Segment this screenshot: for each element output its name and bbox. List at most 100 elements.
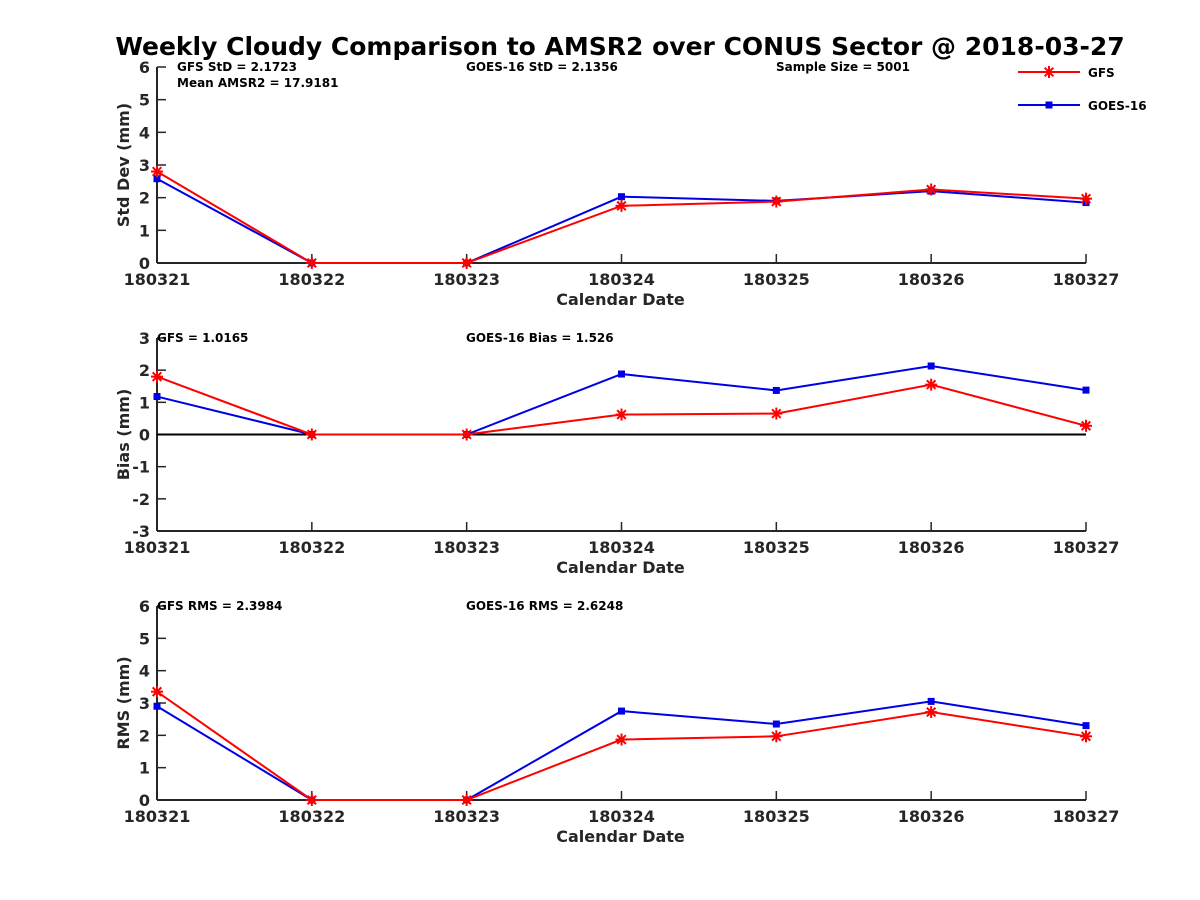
x-tick-label: 180327 xyxy=(1053,538,1120,557)
point-gfs xyxy=(151,685,163,698)
annotation-goes16: GOES-16 RMS = 2.6248 xyxy=(466,599,623,613)
x-axis-label: Calendar Date xyxy=(556,558,685,577)
y-tick-label: 2 xyxy=(139,361,150,380)
legend-item-goes16: GOES-16 xyxy=(1018,99,1147,113)
annotation-goes16: GOES-16 Bias = 1.526 xyxy=(466,331,614,345)
y-tick-label: 3 xyxy=(139,329,150,348)
series-goes16 xyxy=(153,362,1090,438)
point-gfs xyxy=(305,428,318,441)
x-tick-label: 180321 xyxy=(124,807,191,826)
x-tick-label: 180323 xyxy=(433,270,500,289)
point-gfs xyxy=(770,407,783,420)
x-tick-label: 180325 xyxy=(743,270,810,289)
point-gfs xyxy=(925,706,938,719)
x-tick-label: 180327 xyxy=(1053,270,1120,289)
x-tick-label: 180321 xyxy=(124,538,191,557)
x-tick-label: 180323 xyxy=(433,538,500,557)
point-gfs xyxy=(1080,730,1092,743)
point-gfs xyxy=(925,378,938,391)
y-tick-label: 5 xyxy=(139,629,150,648)
x-tick-label: 180322 xyxy=(278,538,345,557)
x-tick-label: 180321 xyxy=(124,270,191,289)
point-gfs xyxy=(925,183,938,196)
x-tick-label: 180327 xyxy=(1053,807,1120,826)
point-goes16 xyxy=(1082,386,1090,394)
y-tick-label: 4 xyxy=(139,662,150,681)
y-tick-label: 2 xyxy=(139,726,150,745)
point-goes16 xyxy=(153,175,161,183)
point-gfs xyxy=(151,165,163,178)
panel-3: 0 1 2 3 4 5 6 180321 180322 180323 180324 180325 180… xyxy=(114,597,1119,846)
legend-gfs-marker xyxy=(1043,66,1055,78)
annotation-gfs: GFS = 1.0165 xyxy=(157,331,248,345)
y-tick-label: 3 xyxy=(139,156,150,175)
x-tick-label: 180325 xyxy=(743,538,810,557)
point-goes16 xyxy=(772,386,780,394)
point-gfs xyxy=(305,794,318,806)
y-tick-label: 6 xyxy=(139,58,150,77)
point-goes16 xyxy=(772,720,780,728)
annotation-sample-size: Sample Size = 5001 xyxy=(776,60,910,74)
point-goes16 xyxy=(1082,722,1090,730)
point-gfs xyxy=(615,199,628,212)
point-gfs xyxy=(151,370,163,383)
series-line-goes16 xyxy=(156,700,1087,801)
y-axis-label: Std Dev (mm) xyxy=(114,103,133,227)
legend-gfs-label: GFS xyxy=(1088,66,1115,80)
y-tick-label: -1 xyxy=(132,458,150,477)
y-tick-label: -2 xyxy=(132,490,150,509)
annotation-gfs: GFS StD = 2.1723 xyxy=(177,60,297,74)
point-goes16 xyxy=(153,393,161,401)
point-goes16 xyxy=(618,707,625,715)
point-gfs xyxy=(460,428,473,441)
y-tick-label: 1 xyxy=(139,393,150,412)
x-axis-label: Calendar Date xyxy=(556,827,685,846)
y-tick-label: 3 xyxy=(139,694,150,713)
series-gfs xyxy=(151,685,1092,806)
legend-gfs-asterisk xyxy=(1043,66,1055,78)
y-tick-label: 1 xyxy=(139,221,150,240)
annotation-goes16: GOES-16 StD = 2.1356 xyxy=(466,60,618,74)
x-tick-label: 180324 xyxy=(588,807,655,826)
y-tick-label: 2 xyxy=(139,189,150,208)
legend-goes16-square xyxy=(1045,101,1053,109)
series-gfs xyxy=(151,165,1092,269)
x-tick-label: 180326 xyxy=(898,538,965,557)
x-axis-label: Calendar Date xyxy=(556,290,685,309)
point-gfs xyxy=(305,257,318,269)
point-goes16 xyxy=(618,193,625,201)
y-tick-label: 6 xyxy=(139,597,150,616)
x-tick-label: 180326 xyxy=(898,807,965,826)
series-line-gfs xyxy=(156,375,1087,436)
point-gfs xyxy=(615,408,628,421)
panel-2: -3 -2 -1 0 1 2 3 180321 180322 180323 180324 180325… xyxy=(114,329,1119,577)
legend-item-gfs: GFS xyxy=(1018,66,1115,80)
y-axis-label: Bias (mm) xyxy=(114,389,133,481)
x-tick-label: 180324 xyxy=(588,538,655,557)
point-gfs xyxy=(770,730,783,743)
point-gfs xyxy=(1080,419,1092,432)
point-gfs xyxy=(460,257,473,269)
panel-1: 0 1 2 3 4 5 6 180321 180322 180323 180324 180325 180… xyxy=(114,58,1119,309)
x-tick-label: 180325 xyxy=(743,807,810,826)
point-gfs xyxy=(460,794,473,806)
point-goes16 xyxy=(927,362,935,370)
legend-goes16-marker xyxy=(1045,101,1053,109)
x-tick-label: 180323 xyxy=(433,807,500,826)
x-tick-label: 180322 xyxy=(278,807,345,826)
x-tick-label: 180322 xyxy=(278,270,345,289)
annotation-gfs: GFS RMS = 2.3984 xyxy=(157,599,282,613)
y-axis-label: RMS (mm) xyxy=(114,656,133,749)
point-gfs xyxy=(615,733,628,746)
point-goes16 xyxy=(153,702,161,710)
series-gfs xyxy=(151,370,1092,441)
y-tick-label: 0 xyxy=(139,426,150,445)
chart-title: Weekly Cloudy Comparison to AMSR2 over C… xyxy=(115,32,1124,61)
y-tick-label: 1 xyxy=(139,759,150,778)
y-tick-label: -3 xyxy=(132,522,150,541)
x-tick-label: 180326 xyxy=(898,270,965,289)
point-gfs xyxy=(770,195,783,208)
point-goes16 xyxy=(618,370,625,378)
point-gfs xyxy=(1080,192,1092,205)
